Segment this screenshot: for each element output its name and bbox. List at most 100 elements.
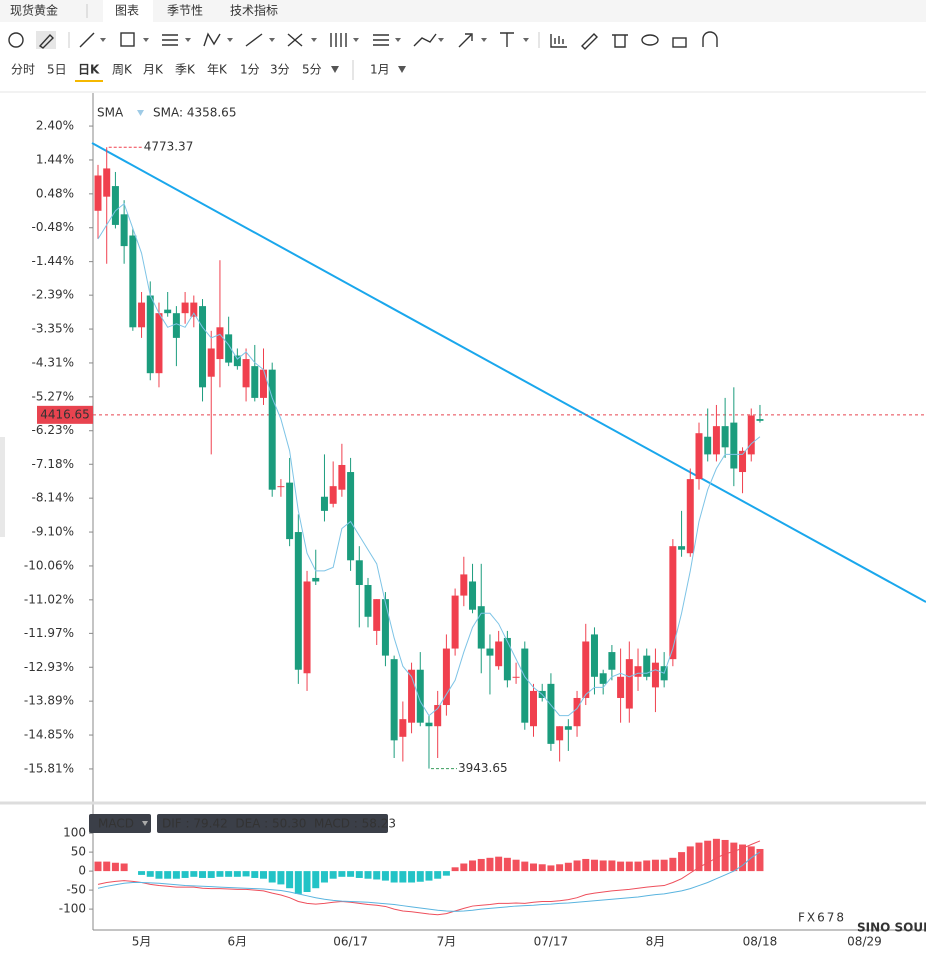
tool-icon[interactable] bbox=[38, 33, 54, 49]
macd-bar bbox=[199, 871, 207, 878]
tool-icon[interactable] bbox=[120, 32, 135, 47]
candle-body bbox=[286, 482, 294, 540]
candle-body bbox=[556, 726, 564, 741]
candle-body bbox=[312, 577, 320, 582]
macd-tick-label: -100 bbox=[59, 902, 86, 916]
candle-body bbox=[347, 472, 355, 561]
sma-line bbox=[97, 202, 761, 717]
tool-icon[interactable] bbox=[550, 34, 567, 48]
timeframe[interactable]: 5分 bbox=[302, 63, 322, 77]
timeframe[interactable]: 周K bbox=[112, 63, 133, 77]
macd-bar bbox=[573, 860, 581, 872]
macd-bar bbox=[251, 871, 259, 878]
macd-bar bbox=[277, 871, 285, 885]
range[interactable]: 1月 bbox=[370, 63, 390, 77]
timeframe[interactable]: 年K bbox=[207, 63, 228, 77]
tool-icon[interactable] bbox=[162, 34, 178, 46]
candle-body bbox=[521, 648, 529, 723]
macd-line bbox=[97, 851, 761, 912]
tab-bar bbox=[0, 0, 926, 22]
candle-body bbox=[704, 436, 712, 455]
timeframe[interactable]: 5日 bbox=[47, 63, 67, 77]
active-tab-bg bbox=[103, 0, 153, 22]
tool-icon[interactable] bbox=[458, 33, 473, 48]
tab[interactable]: 图表 bbox=[115, 4, 139, 18]
candle-body bbox=[164, 309, 172, 314]
tool-icon[interactable] bbox=[581, 33, 598, 50]
macd-bar bbox=[477, 858, 485, 872]
candle-body bbox=[129, 235, 137, 328]
timeframe[interactable]: 月K bbox=[143, 63, 164, 77]
macd-bar bbox=[503, 857, 511, 872]
macd-bar bbox=[556, 864, 564, 872]
y-tick-label: -6.23% bbox=[32, 423, 74, 437]
candle-body bbox=[251, 366, 259, 398]
candle-body bbox=[599, 673, 607, 684]
macd-legend-label: MACD bbox=[98, 817, 134, 831]
tool-icon[interactable] bbox=[612, 34, 628, 48]
candle-body bbox=[486, 648, 494, 656]
candle-body bbox=[434, 705, 442, 727]
tool-icon[interactable] bbox=[413, 33, 437, 47]
macd-bar bbox=[617, 861, 625, 872]
macd-bar bbox=[704, 840, 712, 872]
candle-body bbox=[364, 585, 372, 617]
tool-icon[interactable] bbox=[330, 33, 347, 47]
candle-body bbox=[739, 450, 747, 473]
timeframe[interactable]: 1分 bbox=[240, 63, 260, 77]
candle-body bbox=[643, 655, 651, 677]
high-label: 4773.37 bbox=[144, 140, 194, 154]
candle-body bbox=[190, 302, 198, 317]
tab[interactable]: 技术指标 bbox=[230, 3, 278, 18]
watermark-sub: SINO SOUND bbox=[857, 921, 926, 935]
timeframe[interactable]: 分时 bbox=[11, 63, 35, 77]
tool-icon[interactable] bbox=[79, 32, 95, 48]
x-tick-label: 8月 bbox=[646, 935, 666, 949]
candle-body bbox=[408, 669, 416, 723]
tool-icon[interactable] bbox=[203, 32, 221, 47]
candle-body bbox=[207, 348, 215, 377]
tab[interactable]: 季节性 bbox=[167, 4, 203, 18]
macd-bar bbox=[294, 871, 302, 894]
candle-body bbox=[268, 369, 276, 490]
tool-icon[interactable] bbox=[641, 34, 659, 46]
candle-body bbox=[730, 422, 738, 469]
legend-arrow bbox=[137, 110, 144, 116]
timeframe[interactable]: 日K bbox=[78, 63, 100, 77]
tool-icon[interactable] bbox=[245, 33, 263, 47]
candle-body bbox=[146, 295, 154, 374]
candle-body bbox=[442, 648, 450, 706]
y-tick-label: 0.48% bbox=[36, 186, 74, 200]
macd-bar bbox=[364, 871, 372, 879]
tool-icon[interactable] bbox=[8, 32, 24, 48]
x-tick-label: 07/17 bbox=[534, 935, 569, 949]
side-handle[interactable] bbox=[0, 437, 5, 537]
tool-icon[interactable] bbox=[672, 37, 687, 48]
candle-body bbox=[225, 334, 233, 363]
watermark: FX678 bbox=[798, 911, 846, 925]
timeframe[interactable]: 季K bbox=[175, 63, 196, 77]
macd-bar bbox=[730, 842, 738, 872]
candle-body bbox=[503, 637, 511, 681]
candle-body bbox=[634, 666, 642, 677]
toolbar bbox=[8, 31, 718, 50]
candle-body bbox=[416, 669, 424, 723]
tab[interactable]: 现货黄金 bbox=[10, 3, 58, 18]
candle-body bbox=[495, 641, 503, 667]
macd-bar bbox=[355, 871, 363, 878]
y-tick-label: -1.44% bbox=[32, 254, 74, 268]
macd-legend-box[interactable] bbox=[89, 814, 151, 833]
tool-icon[interactable] bbox=[287, 33, 303, 47]
candle-body bbox=[172, 313, 180, 338]
trend-line[interactable] bbox=[91, 142, 926, 603]
candle-body bbox=[338, 464, 346, 490]
tool-icon[interactable] bbox=[702, 31, 718, 47]
tool-icon[interactable] bbox=[500, 32, 514, 47]
candle-body bbox=[329, 486, 337, 504]
timeframe[interactable]: 3分 bbox=[270, 63, 290, 77]
tool-icon[interactable] bbox=[373, 34, 389, 46]
candle-body bbox=[530, 690, 537, 727]
macd-bar bbox=[678, 852, 686, 872]
candle-body bbox=[425, 722, 433, 727]
candle-body bbox=[756, 419, 764, 421]
